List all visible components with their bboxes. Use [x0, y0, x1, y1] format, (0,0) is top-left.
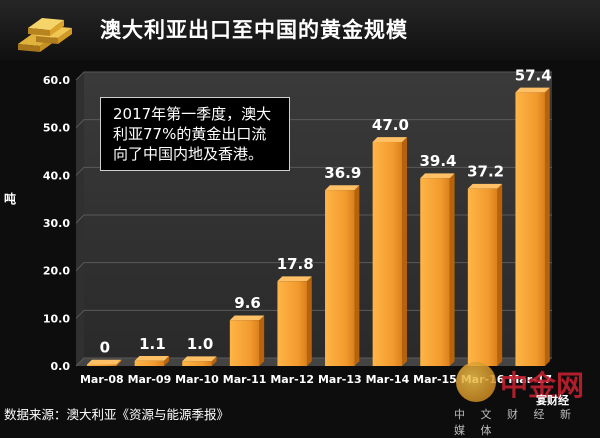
bar [182, 361, 212, 366]
data-label: 37.2 [467, 163, 504, 181]
bar-side [116, 359, 122, 366]
bar-side [211, 356, 217, 366]
bar [420, 178, 450, 366]
bar [87, 364, 117, 366]
data-label: 47.0 [372, 116, 409, 134]
x-tick-label: Mar-15 [413, 373, 457, 386]
y-tick-label: 20.0 [43, 265, 70, 278]
bar [325, 190, 355, 366]
bar-side [259, 315, 265, 366]
data-label: 9.6 [234, 294, 261, 312]
y-tick-label: 30.0 [43, 217, 70, 230]
bar-side [544, 87, 550, 367]
x-tick-label: Mar-13 [318, 373, 362, 386]
x-tick-label: Mar-14 [366, 373, 410, 386]
bar-top [134, 355, 169, 361]
bar [372, 141, 403, 366]
x-tick-label: Mar-08 [80, 373, 124, 386]
watermark-tag: 宴财经 [536, 394, 569, 407]
data-label: 1.0 [187, 335, 214, 353]
data-label: 1.1 [139, 335, 166, 353]
gold-bars-icon [18, 18, 72, 52]
bar [229, 320, 260, 366]
y-tick-label: 50.0 [43, 122, 70, 135]
bar-side [497, 183, 503, 366]
bar-side [402, 137, 407, 366]
bar-top [467, 183, 503, 189]
watermark-subtitle: 中 文 财 经 新 媒 体 [454, 408, 577, 437]
data-label: 0 [100, 339, 110, 357]
chart-title: 澳大利亚出口至中国的黄金规模 [100, 18, 408, 42]
bar [277, 281, 307, 366]
bar-top [515, 87, 550, 93]
bar-top [420, 173, 455, 179]
x-tick-label: Mar-10 [175, 373, 219, 386]
bar [467, 188, 498, 366]
x-tick-label: Mar-12 [270, 373, 314, 386]
bar [134, 360, 165, 366]
y-tick-label: 60.0 [43, 74, 70, 87]
data-source: 数据来源：澳大利亚《资源与能源季报》 [4, 407, 230, 422]
bar-top [87, 359, 122, 365]
bar-top [182, 356, 217, 362]
bar-top [372, 137, 407, 142]
x-tick-label: Mar-11 [223, 373, 267, 386]
gridline [75, 119, 552, 129]
annotation-box: 2017年第一季度，澳大利亚77%的黄金出口流向了中国内地及香港。 [100, 97, 290, 171]
annotation-text: 2017年第一季度，澳大利亚77%的黄金出口流向了中国内地及香港。 [113, 105, 272, 163]
title-bar [0, 0, 600, 60]
y-tick-label: 40.0 [43, 169, 70, 182]
y-tick-label: 10.0 [43, 312, 70, 325]
y-tick-label: 0.0 [51, 360, 71, 373]
bar-side [354, 185, 360, 366]
bar-side [164, 355, 169, 366]
y-axis-label: 吨 [4, 192, 17, 206]
bar-side [449, 173, 455, 366]
watermark-brand: 中金网 [500, 369, 585, 402]
watermark-logo-icon [456, 362, 496, 402]
bar-side [306, 276, 312, 366]
bar-top [277, 276, 312, 282]
x-tick-label: Mar-17 [508, 373, 552, 386]
watermark: 中金网 宴财经 中 文 财 经 新 媒 体 [452, 356, 598, 437]
bar [515, 92, 545, 366]
data-label: 57.4 [515, 66, 552, 84]
bar-top [325, 185, 360, 191]
x-tick-label: Mar-09 [128, 373, 172, 386]
bar-top [229, 315, 265, 321]
gridline [75, 71, 552, 81]
data-label: 17.8 [277, 255, 314, 273]
data-label: 39.4 [419, 152, 456, 170]
data-label: 36.9 [324, 164, 361, 182]
